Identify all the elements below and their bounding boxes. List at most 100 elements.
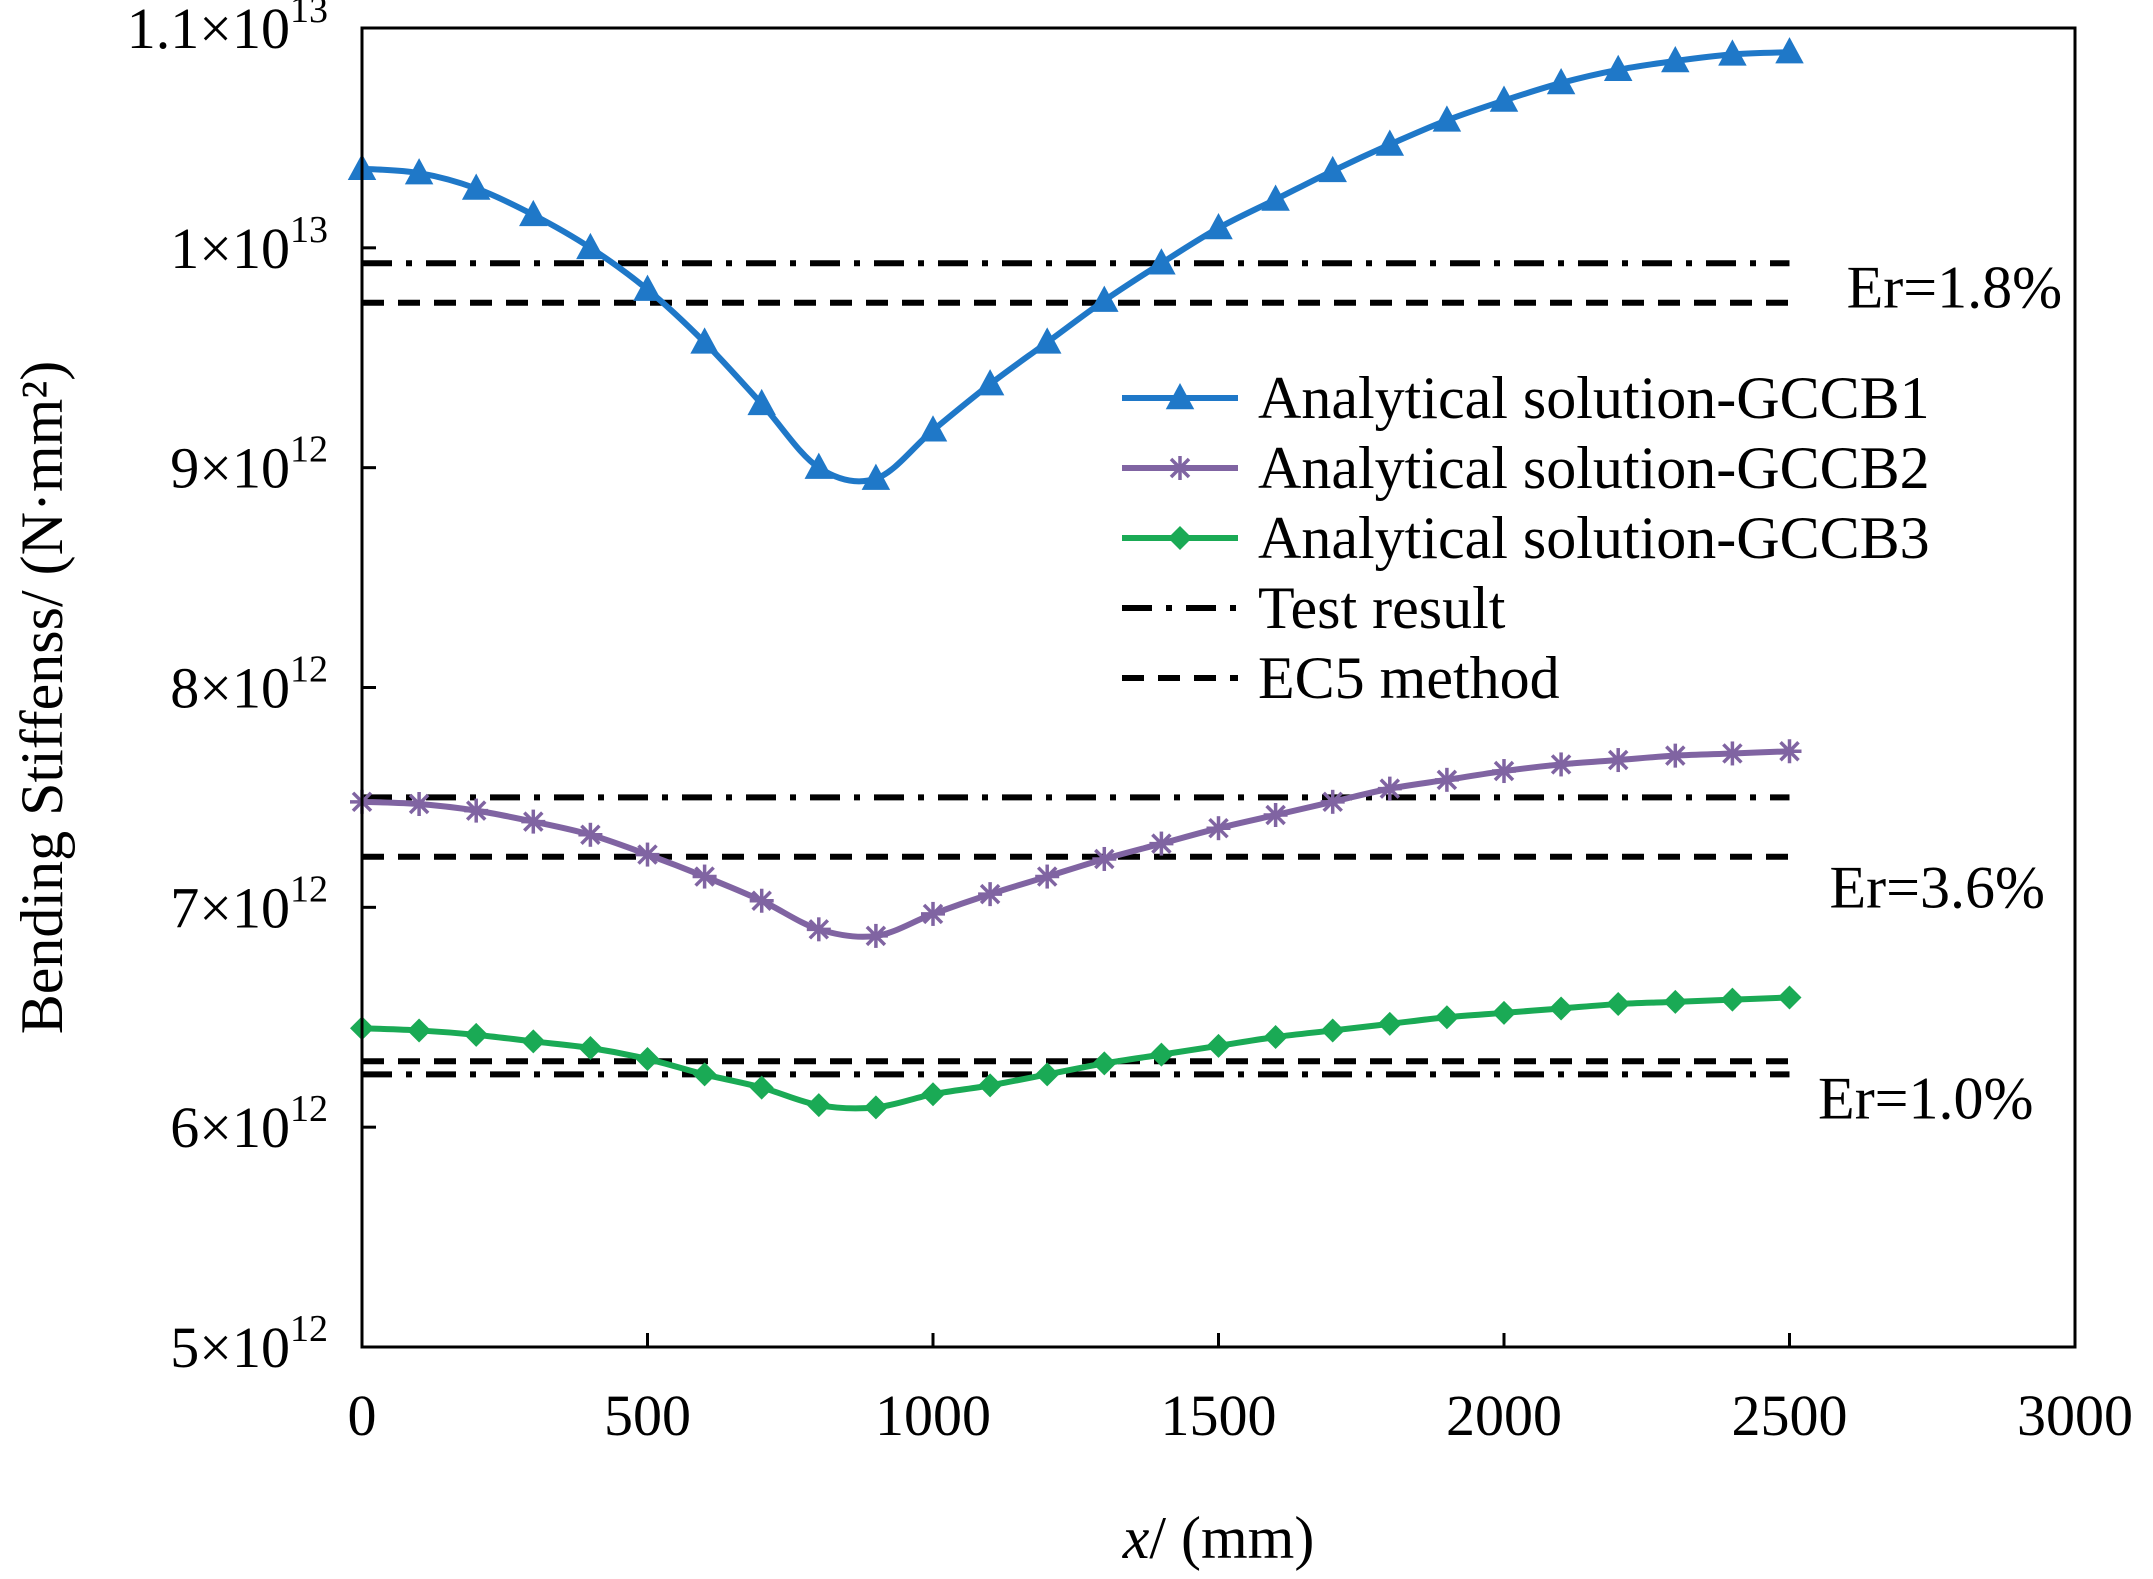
data-point	[1263, 803, 1288, 828]
y-tick-label: 1×1013	[170, 209, 328, 281]
data-point	[863, 923, 888, 948]
data-point	[1549, 996, 1574, 1021]
legend-label: Analytical solution-GCCB3	[1258, 505, 1930, 571]
data-point	[521, 1029, 546, 1054]
data-point	[861, 463, 891, 490]
data-point	[1377, 776, 1402, 801]
y-tick-mantissa: 1×10	[170, 216, 290, 281]
data-point	[1775, 37, 1804, 64]
y-tick-exponent: 13	[290, 209, 328, 251]
data-point	[464, 798, 489, 823]
y-tick-label: 9×1012	[170, 429, 328, 501]
y-tick-mantissa: 5×10	[170, 1315, 290, 1380]
data-point	[576, 232, 605, 260]
x-tick-label: 500	[604, 1383, 691, 1448]
data-point	[1777, 985, 1802, 1010]
data-point	[407, 792, 432, 817]
y-tick-label: 7×1012	[170, 868, 328, 940]
legend-label: Test result	[1258, 575, 1506, 641]
legend-marker	[1165, 383, 1195, 410]
data-point	[1320, 789, 1345, 814]
legend-entry: Test result	[1122, 575, 1506, 641]
y-tick-mantissa: 7×10	[170, 875, 290, 940]
data-point	[1092, 846, 1117, 871]
data-point	[464, 1022, 489, 1047]
data-point	[461, 173, 491, 200]
data-point	[1546, 67, 1576, 95]
legend-marker	[1168, 526, 1192, 550]
data-point	[521, 809, 546, 834]
y-axis-title: Bending Stiffenss/ (N·mm²)	[9, 361, 75, 1035]
data-point	[692, 864, 717, 889]
y-tick-label: 8×1012	[170, 649, 328, 721]
data-point	[921, 1082, 945, 1107]
x-tick-label: 1000	[875, 1383, 991, 1448]
data-point	[1149, 1042, 1174, 1067]
data-point	[635, 842, 660, 867]
data-point	[407, 1018, 432, 1043]
data-point	[1777, 739, 1802, 764]
x-tick-label: 0	[348, 1383, 377, 1448]
data-point	[633, 274, 662, 301]
data-point	[1492, 1000, 1516, 1025]
data-point	[1432, 105, 1462, 132]
y-tick-mantissa: 9×10	[170, 436, 290, 501]
legend-entry: Analytical solution-GCCB2	[1122, 435, 1930, 501]
data-point	[692, 1062, 717, 1087]
data-point	[1663, 989, 1688, 1014]
data-series	[347, 37, 1804, 1120]
data-point	[804, 452, 834, 479]
data-point	[1320, 1018, 1345, 1043]
legend-label: EC5 method	[1258, 645, 1560, 711]
y-tick-label: 1.1×1013	[127, 0, 328, 61]
data-point	[404, 158, 434, 185]
y-tick-exponent: 12	[290, 1088, 328, 1130]
y-tick-exponent: 12	[290, 868, 328, 910]
series-gccb1	[347, 37, 1804, 490]
data-point	[1434, 1005, 1459, 1030]
legend-marker	[1168, 456, 1192, 480]
data-point	[578, 1036, 603, 1061]
data-point	[1206, 1033, 1231, 1058]
data-point	[749, 888, 774, 913]
data-point	[863, 1095, 888, 1120]
data-point	[1035, 1062, 1060, 1087]
data-point	[1092, 1051, 1117, 1076]
data-point	[1032, 327, 1062, 354]
data-point	[975, 369, 1005, 396]
data-point	[1492, 759, 1516, 784]
data-point	[1603, 54, 1633, 82]
x-tick-label: 2500	[1732, 1383, 1848, 1448]
x-tick-label: 1500	[1161, 1383, 1277, 1448]
data-point	[635, 1047, 660, 1072]
data-point	[749, 1075, 774, 1100]
data-point	[1549, 752, 1574, 777]
legend-entry: Analytical solution-GCCB1	[1122, 365, 1930, 431]
data-point	[1720, 741, 1745, 766]
axes: 0 500 1000 1500 2000 2500 30005×10126×10127×10…	[127, 0, 2133, 1448]
x-axis-title: x/ (mm)	[1122, 1505, 1315, 1571]
x-tick-label: 3000	[2017, 1383, 2133, 1448]
data-point	[1147, 248, 1176, 275]
data-point	[806, 917, 831, 942]
data-point	[1718, 39, 1747, 66]
data-point	[1318, 155, 1347, 183]
data-point	[1204, 213, 1233, 240]
data-point	[1261, 184, 1290, 211]
reference-lines	[362, 260, 1790, 1078]
legend-entry: EC5 method	[1122, 645, 1560, 711]
error-annotation: Er=1.0%	[1818, 1066, 2033, 1132]
data-point	[578, 822, 603, 847]
data-point	[1206, 816, 1231, 841]
data-point	[690, 327, 719, 354]
data-point	[1606, 748, 1631, 773]
x-axis-variable: x	[1122, 1505, 1150, 1571]
data-point	[918, 415, 948, 442]
data-point	[1377, 1011, 1402, 1036]
y-tick-exponent: 13	[290, 0, 328, 31]
data-point	[519, 199, 548, 227]
y-tick-exponent: 12	[290, 1308, 328, 1350]
data-point	[1149, 831, 1174, 856]
